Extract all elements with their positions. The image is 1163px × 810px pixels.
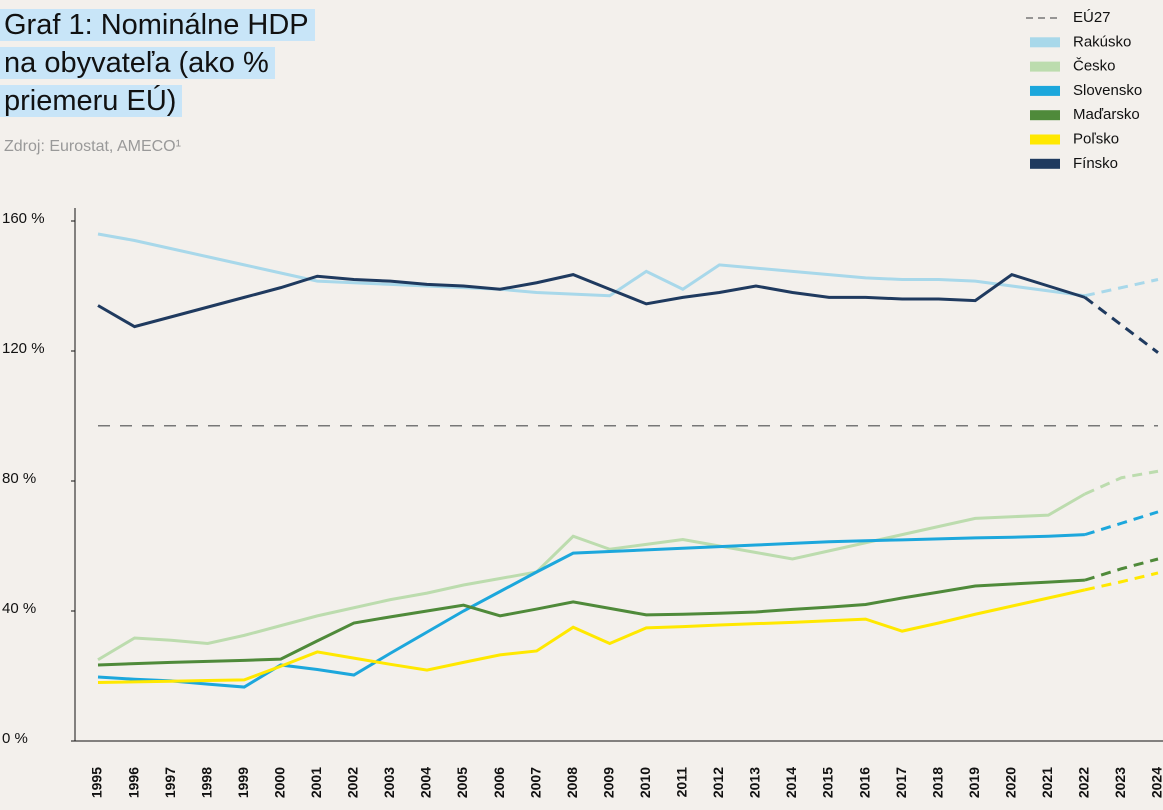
chart-title-box: Graf 1: Nominálne HDP na obyvateľa (ako … [0, 6, 340, 120]
x-tick-label: 2007 [527, 767, 543, 798]
x-tick-label: 2024 [1149, 767, 1163, 798]
x-tick-label: 1999 [235, 767, 251, 798]
x-tick-label: 2015 [820, 767, 836, 798]
legend-label: Slovensko [1073, 82, 1142, 99]
x-tick-label: 1998 [198, 767, 214, 798]
legend-swatch [1030, 158, 1060, 169]
legend-label: EÚ27 [1073, 9, 1111, 26]
x-tick-label: 2022 [1076, 767, 1092, 798]
series-line [1084, 557, 1159, 582]
x-tick-label: 2011 [674, 767, 690, 798]
x-tick-label: 2005 [454, 767, 470, 798]
legend-swatch [1030, 61, 1060, 72]
x-tick-label: 1996 [125, 767, 141, 798]
x-tick-label: 2018 [929, 767, 945, 798]
series-line [1083, 296, 1159, 354]
series-line [97, 578, 1085, 667]
legend-swatch [1030, 134, 1060, 145]
y-tick-label: 0 % [2, 730, 28, 747]
chart-title: Graf 1: Nominálne HDP na obyvateľa (ako … [0, 9, 315, 117]
x-tick-label: 2009 [600, 767, 616, 798]
x-tick-label: 2002 [345, 767, 361, 798]
legend-label: Fínsko [1073, 155, 1118, 172]
legend-swatch [1030, 37, 1060, 48]
x-tick-label: 2014 [783, 767, 799, 798]
x-tick-label: 2019 [966, 767, 982, 798]
series-line [97, 492, 1086, 662]
series-line [1084, 278, 1159, 298]
x-tick-label: 1997 [162, 767, 178, 798]
x-tick-label: 2001 [308, 767, 324, 798]
x-tick-label: 2010 [637, 767, 653, 798]
series-line [97, 232, 1086, 298]
legend-label: Česko [1073, 58, 1116, 75]
legend-label: Rakúsko [1073, 33, 1131, 50]
x-tick-label: 2016 [856, 767, 872, 798]
series-line [97, 588, 1086, 684]
x-tick-label: 2012 [710, 767, 726, 798]
legend-label: Maďarsko [1073, 106, 1140, 123]
x-tick-label: 2004 [418, 767, 434, 798]
x-tick-label: 2008 [564, 767, 580, 798]
x-tick-label: 2003 [381, 767, 397, 798]
x-tick-label: 2017 [893, 767, 909, 798]
x-tick-label: 2000 [271, 767, 287, 798]
y-tick-label: 80 % [2, 470, 36, 487]
series-line [97, 533, 1085, 689]
x-tick-label: 2021 [1039, 767, 1055, 798]
y-tick-label: 120 % [2, 340, 45, 357]
x-tick-label: 2013 [747, 767, 763, 798]
legend-swatch [1030, 110, 1060, 121]
series-line [1084, 571, 1159, 592]
x-tick-label: 1995 [89, 767, 105, 798]
chart-subtitle: Zdroj: Eurostat, AMECO¹ [4, 138, 181, 155]
x-tick-label: 2023 [1112, 767, 1128, 798]
x-tick-label: 2020 [1002, 767, 1018, 798]
legend-label: Poľsko [1073, 130, 1119, 147]
series-line [1084, 469, 1159, 496]
series-line [1084, 510, 1159, 537]
y-tick-label: 40 % [2, 600, 36, 617]
legend-swatch [1030, 85, 1060, 96]
y-tick-label: 160 % [2, 210, 45, 227]
series-line [97, 272, 1086, 329]
x-tick-label: 2006 [491, 767, 507, 798]
